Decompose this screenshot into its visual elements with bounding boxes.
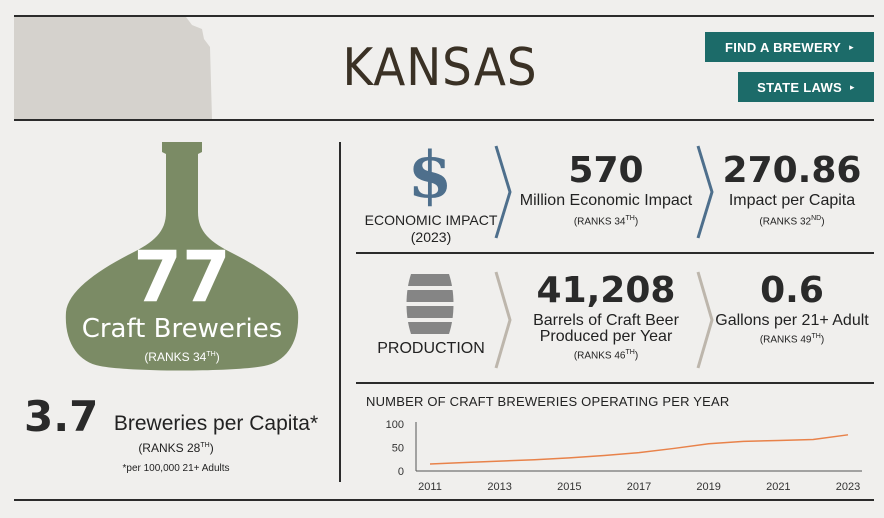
series-line	[429, 434, 849, 465]
gallons-label: Gallons per 21+ Adult	[715, 312, 869, 329]
y-tick-label: 50	[392, 443, 404, 455]
find-brewery-button[interactable]: FIND A BREWERY ▸	[705, 32, 874, 62]
chevron-right-icon	[494, 145, 512, 239]
economic-impact-year: (2023)	[410, 229, 452, 245]
top-rule	[14, 15, 874, 17]
row-divider	[356, 382, 874, 384]
chevron-right-icon	[696, 145, 714, 239]
x-tick-label: 2013	[487, 481, 511, 493]
chevron-right-icon: ▸	[849, 41, 854, 52]
chart-title: NUMBER OF CRAFT BREWERIES OPERATING PER …	[366, 394, 730, 409]
barrels-label-line2: Produced per Year	[539, 328, 673, 345]
header-rule	[14, 119, 874, 121]
impact-per-capita-label: Impact per Capita	[728, 192, 856, 209]
economic-impact-rank: (RANKS 34TH)	[573, 215, 639, 228]
impact-per-capita-rank: (RANKS 32ND)	[759, 215, 825, 228]
y-tick-label: 0	[398, 466, 404, 478]
barrels-rank: (RANKS 46TH)	[573, 349, 639, 362]
state-laws-label: STATE LAWS	[757, 79, 843, 95]
y-tick-label: 100	[386, 419, 404, 431]
x-tick-label: 2021	[766, 481, 790, 493]
economic-impact-value-label: Million Economic Impact	[519, 192, 693, 209]
production-label: PRODUCTION	[377, 340, 485, 357]
x-tick-label: 2023	[836, 481, 860, 493]
x-tick-label: 2019	[696, 481, 720, 493]
dollar-icon: $	[407, 138, 453, 213]
kansas-map-icon	[14, 17, 212, 119]
brewery-trend-chart: 100 50 0 2011 2013 2015 2017 2019 2021 2023	[386, 419, 862, 493]
economic-impact-value: 570	[568, 150, 644, 191]
x-tick-label: 2011	[418, 481, 442, 493]
bottle-icon	[65, 142, 299, 371]
gallons-rank: (RANKS 49TH)	[759, 333, 825, 346]
chevron-right-icon	[696, 271, 714, 369]
chevron-right-icon: ▸	[850, 81, 855, 92]
barrels-label-line1: Barrels of Craft Beer	[533, 312, 679, 329]
state-laws-button[interactable]: STATE LAWS ▸	[738, 72, 874, 102]
impact-per-capita-value: 270.86	[722, 150, 862, 191]
gallons-value: 0.6	[760, 270, 824, 311]
bottom-rule	[14, 499, 874, 501]
barrel-icon	[406, 274, 454, 334]
economic-impact-label: ECONOMIC IMPACT	[364, 212, 498, 228]
barrels-value: 41,208	[536, 270, 676, 311]
section-divider	[339, 142, 341, 482]
breweries-per-capita-label: Breweries per Capita*	[113, 412, 319, 435]
find-brewery-label: FIND A BREWERY	[725, 39, 842, 55]
page-title: KANSAS	[342, 38, 538, 98]
breweries-per-capita-rank: (RANKS 28TH)	[138, 441, 214, 455]
x-tick-label: 2015	[557, 481, 581, 493]
chevron-right-icon	[494, 271, 512, 369]
x-tick-label: 2017	[627, 481, 651, 493]
row-divider	[356, 252, 874, 254]
brewery-count-label: Craft Breweries	[81, 314, 283, 344]
per-capita-footnote: *per 100,000 21+ Adults	[122, 463, 230, 474]
brewery-count-rank: (RANKS 34TH)	[144, 350, 220, 364]
brewery-count: 77	[133, 236, 231, 318]
breweries-per-capita-value: 3.7	[24, 392, 99, 441]
